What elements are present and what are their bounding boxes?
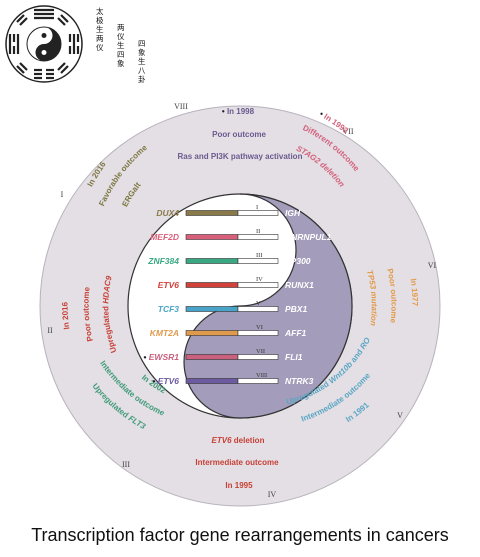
fusion-left-gene: ZNF384	[147, 256, 179, 266]
yin-yang-symbol	[127, 193, 353, 419]
fusion-right-gene: RUNX1	[285, 280, 314, 290]
ring-numeral-iii: III	[122, 460, 130, 469]
fusion-right-bar	[237, 378, 279, 384]
ring-numeral-vi: VI	[428, 261, 437, 270]
bottom-feature: ETV6 deletion	[212, 436, 265, 445]
logo-text-col1: 太极生两仪	[96, 6, 104, 52]
top-outcome: Poor outcome	[212, 130, 266, 139]
fusion-right-gene: FLI1	[285, 352, 303, 362]
fusion-left-bar	[185, 258, 239, 264]
fusion-left-bar	[185, 282, 239, 288]
fusion-right-bar	[237, 234, 279, 240]
fusion-right-gene: AFF1	[284, 328, 307, 338]
fusion-right-gene: PBX1	[285, 304, 307, 314]
top-feature: Ras and PI3K pathway activation	[178, 152, 303, 161]
fusion-numeral: VII	[256, 348, 265, 355]
trigram-marks	[8, 8, 80, 80]
fusion-row-4: ETV6 IV RUNX1	[158, 276, 314, 290]
figure-caption: Transcription factor gene rearrangements…	[31, 525, 449, 545]
fusion-right-gene: EP300	[285, 256, 311, 266]
fusion-row-2: MEF2D II HNRNPUL1	[150, 228, 331, 242]
fusion-row-8: • ETV6 VIII NTRK3	[152, 372, 313, 386]
fusion-left-bar	[185, 354, 239, 360]
fusion-row-7: • EWSR1 VII FLI1	[143, 348, 302, 362]
right-year: In 1977	[409, 278, 420, 307]
fusion-left-bar	[185, 306, 239, 312]
fusion-right-bar	[237, 306, 279, 312]
fusion-row-3: ZNF384 III EP300	[147, 252, 311, 266]
fusion-left-bar	[185, 210, 239, 216]
logo-text-col2: 两仪生四象	[117, 23, 125, 68]
ring-numeral-ii: II	[47, 326, 53, 335]
fusion-left-gene: • ETV6	[152, 376, 179, 386]
top-year: • In 1998	[222, 107, 255, 116]
fusion-left-gene: MEF2D	[150, 232, 179, 242]
fusion-left-bar	[185, 378, 239, 384]
bottom-year: In 1995	[225, 481, 253, 490]
logo-text-col3: 四象生八卦	[138, 39, 146, 84]
fusion-left-gene: TCF3	[158, 304, 180, 314]
yin-half	[183, 193, 353, 419]
ring-numeral-viii: VIII	[174, 102, 188, 111]
fusion-left-bar	[185, 234, 239, 240]
fusion-row-1: DUX4 I IGH	[156, 204, 301, 218]
fusion-left-gene: KMT2A	[150, 328, 179, 338]
bottom-outcome: Intermediate outcome	[195, 458, 279, 467]
fusion-right-gene: HNRNPUL1	[285, 232, 332, 242]
fusion-right-gene: NTRK3	[285, 376, 314, 386]
fusion-right-bar	[237, 330, 279, 336]
fusion-right-gene: IGH	[285, 208, 301, 218]
fusion-numeral: VI	[256, 324, 263, 331]
fusion-right-bar	[237, 258, 279, 264]
ring-numeral-i: I	[61, 190, 64, 199]
fusion-right-bar	[237, 210, 279, 216]
fusion-numeral: III	[256, 252, 263, 259]
logo-text: 太极生两仪 两仪生四象 四象生八卦	[96, 6, 146, 84]
fusion-left-gene: ETV6	[158, 280, 180, 290]
fusion-row-5: TCF3 V PBX1	[158, 300, 308, 314]
fusion-row-6: KMT2A VI AFF1	[150, 324, 307, 338]
ring-numeral-iv: IV	[268, 490, 277, 499]
fusion-left-gene: • EWSR1	[143, 352, 179, 362]
left-year: In 2016	[61, 301, 72, 330]
fusion-numeral: I	[256, 204, 258, 211]
fusion-numeral: IV	[256, 276, 263, 283]
fusion-left-bar	[185, 330, 239, 336]
fusion-numeral: VIII	[256, 372, 267, 379]
fusion-right-bar	[237, 282, 279, 288]
fusion-right-bar	[237, 354, 279, 360]
fusion-left-gene: DUX4	[156, 208, 179, 218]
taiji-logo	[5, 5, 83, 83]
ring-numeral-v: V	[397, 411, 403, 420]
fusion-rows: DUX4 I IGH MEF2D II HNRNPUL1 ZNF384 III EP300 ETV…	[143, 204, 331, 386]
ring-numeral-vii: VII	[342, 127, 353, 136]
fusion-numeral: V	[256, 300, 261, 307]
fusion-numeral: II	[256, 228, 260, 235]
